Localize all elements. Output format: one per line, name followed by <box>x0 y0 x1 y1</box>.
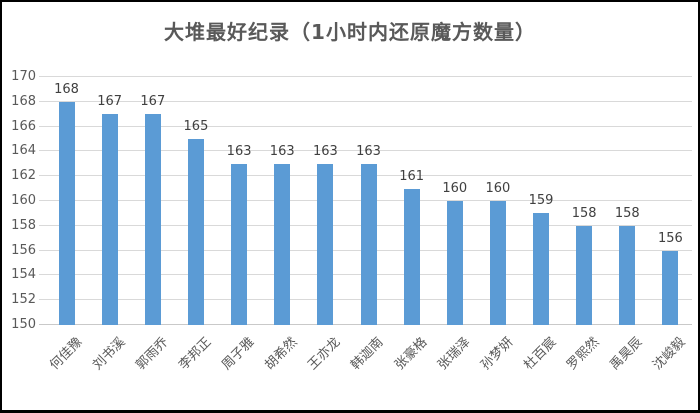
bar-value-label: 156 <box>658 230 683 246</box>
bar <box>187 139 204 325</box>
y-axis-tick-label: 156 <box>11 242 36 258</box>
x-axis-category-label: 禹昊辰 <box>607 334 646 374</box>
y-axis-tick-label: 158 <box>11 217 36 233</box>
bar <box>101 114 118 325</box>
x-axis-category-label: 孙梦妍 <box>478 334 517 374</box>
bar-value-label: 163 <box>226 143 252 159</box>
x-axis-category-label: 杜百宸 <box>521 334 560 374</box>
gridline <box>39 100 692 102</box>
bar <box>360 163 377 325</box>
gridline <box>39 125 692 127</box>
bar <box>317 163 334 325</box>
x-axis-category-label: 李邦正 <box>176 334 215 374</box>
bar-value-label: 167 <box>140 94 166 110</box>
bar <box>58 101 75 325</box>
y-axis-tick-label: 170 <box>11 69 36 84</box>
y-axis-tick-label: 168 <box>11 93 36 109</box>
bar-value-label: 167 <box>97 94 123 110</box>
x-axis-category-label: 韩迦南 <box>348 334 387 374</box>
bar-value-label: 160 <box>485 181 511 196</box>
bar <box>489 201 506 325</box>
bar-value-label: 160 <box>442 181 468 196</box>
y-axis-tick-label: 160 <box>11 193 36 208</box>
bar <box>231 163 248 325</box>
y-axis-tick-label: 166 <box>11 118 36 134</box>
gridline <box>39 150 692 152</box>
gridline <box>39 76 692 77</box>
x-axis-category-label: 刘书溪 <box>89 334 129 374</box>
x-axis-category-label: 王亦龙 <box>305 334 344 374</box>
y-axis-tick-label: 150 <box>11 317 36 332</box>
bar-value-label: 168 <box>54 81 79 97</box>
y-axis-tick-label: 152 <box>11 292 36 308</box>
bar <box>619 225 636 325</box>
chart-title: 大堆最好纪录（1小时内还原魔方数量） <box>164 20 536 44</box>
y-axis-tick-label: 162 <box>11 168 36 184</box>
x-axis-category-label: 罗熙然 <box>564 334 603 374</box>
bar-value-label: 161 <box>399 168 425 184</box>
bar <box>403 188 420 325</box>
bar-value-label: 163 <box>356 143 381 159</box>
bar <box>274 163 291 325</box>
x-axis-category-label: 郭雨乔 <box>133 334 172 374</box>
y-axis-tick-label: 154 <box>11 267 36 283</box>
bar-value-label: 159 <box>528 193 554 209</box>
x-axis-category-label: 周子雅 <box>219 334 258 374</box>
bar <box>446 201 463 325</box>
bar-value-label: 163 <box>312 143 338 159</box>
bar <box>662 250 679 325</box>
bar <box>144 114 161 325</box>
bar-value-label: 158 <box>614 205 640 221</box>
bar <box>533 213 550 325</box>
x-axis-category-label: 沈峻毅 <box>650 334 689 374</box>
y-axis-tick-label: 164 <box>11 143 36 159</box>
bar-value-label: 158 <box>571 205 597 221</box>
x-axis-category-label: 张瑞泽 <box>435 334 474 374</box>
bar-value-label: 163 <box>269 143 295 159</box>
bar <box>576 225 593 325</box>
x-axis-category-label: 何佳豫 <box>46 334 86 374</box>
bar-value-label: 165 <box>183 119 209 134</box>
x-axis-category-label: 张豪格 <box>391 334 431 374</box>
x-axis-category-label: 胡希然 <box>262 334 301 374</box>
